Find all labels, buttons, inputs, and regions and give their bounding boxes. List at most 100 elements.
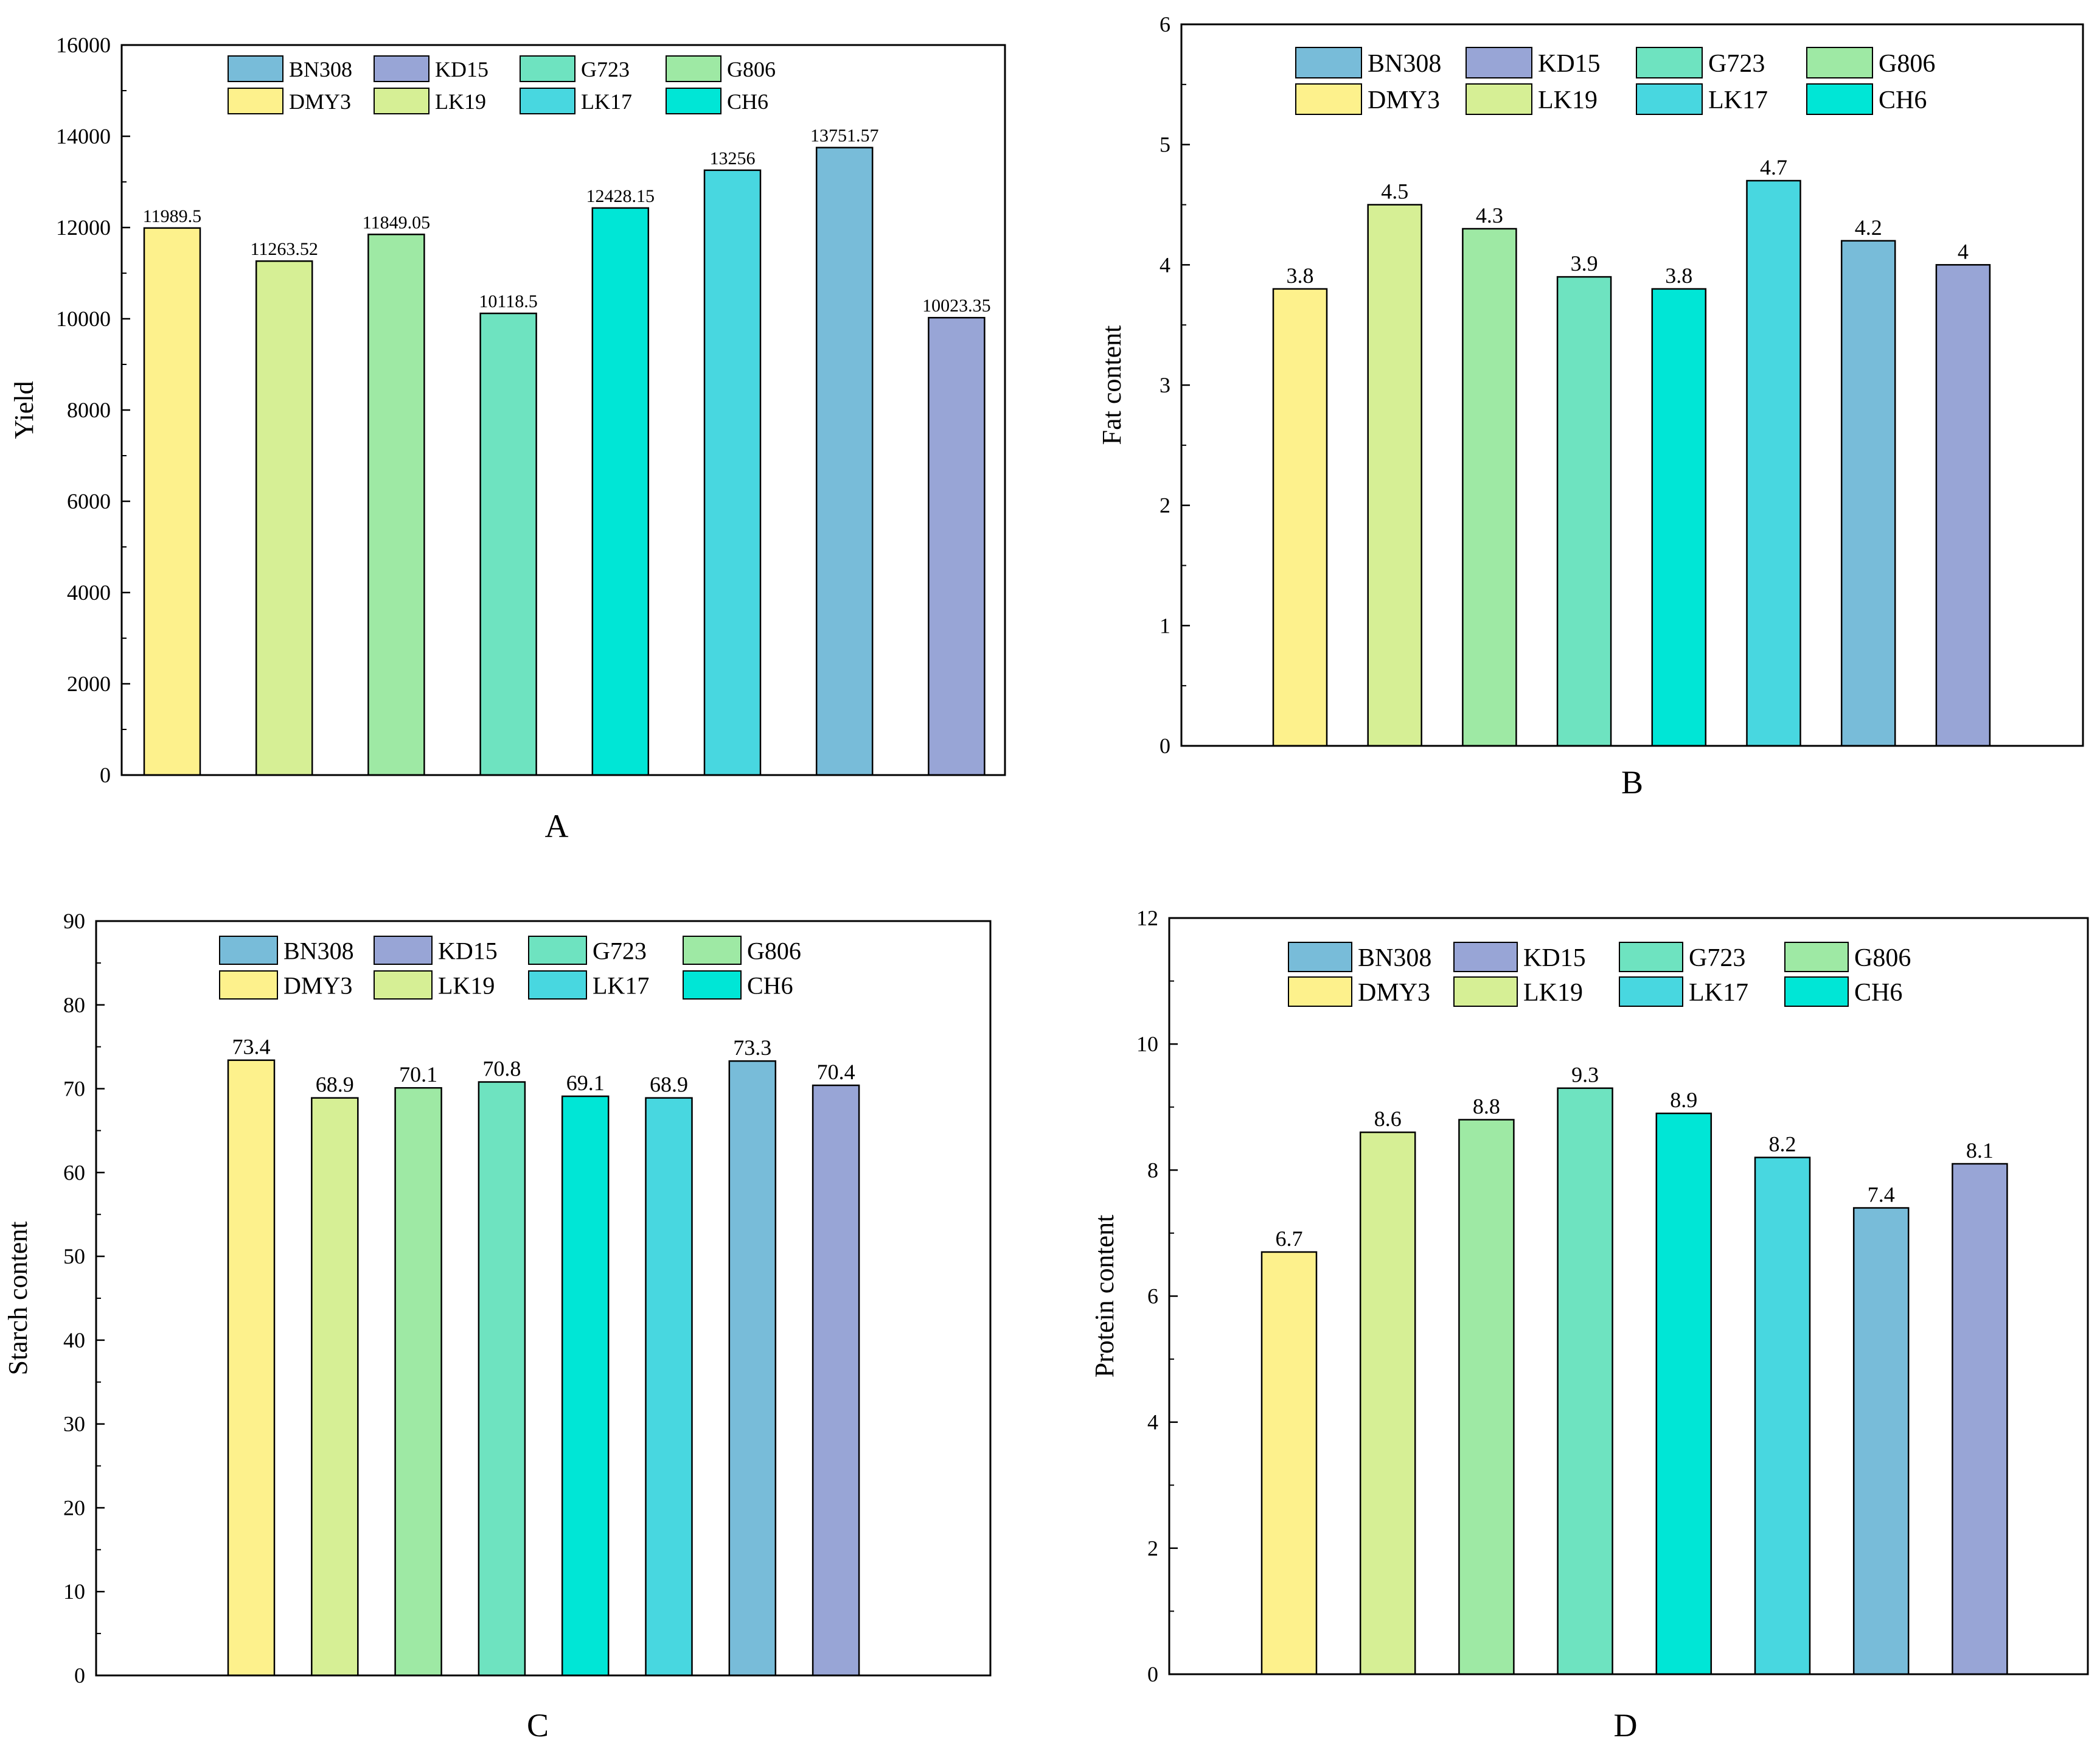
- data-label-kd15: 10023.35: [922, 296, 991, 316]
- legend-label-dmy3: DMY3: [289, 89, 351, 114]
- legend: BN308 KD15 G723 G806 DMY3 LK19 LK17 CH6: [1288, 942, 1911, 1007]
- legend-label-g806: G806: [727, 57, 776, 82]
- legend-swatch-lk17: [1619, 976, 1683, 1007]
- legend: BN308 KD15 G723 G806 DMY3 LK19 LK17 CH6: [228, 55, 776, 114]
- legend: BN308 KD15 G723 G806 DMY3 LK19 LK17 CH6: [1295, 47, 1935, 115]
- legend-label-bn308: BN308: [1368, 50, 1441, 78]
- legend-label-lk17: LK17: [593, 972, 649, 999]
- data-label-lk17: 13256: [710, 148, 756, 169]
- bar-lk17: [645, 1097, 693, 1677]
- bar-kd15: [1935, 264, 1991, 747]
- legend-swatch-lk19: [374, 970, 433, 1000]
- legend-swatch-g723: [528, 936, 587, 965]
- legend-swatch-g723: [520, 55, 575, 82]
- legend-label-lk19: LK19: [1523, 979, 1583, 1007]
- bar-bn308: [728, 1060, 777, 1677]
- legend-label-kd15: KD15: [438, 937, 498, 964]
- bar-ch6: [1651, 288, 1707, 747]
- y-tick-label: 60: [63, 1160, 85, 1184]
- legend-label-g723: G723: [1708, 50, 1765, 78]
- data-label-kd15: 70.4: [817, 1060, 855, 1084]
- data-label-bn308: 7.4: [1868, 1183, 1895, 1207]
- y-axis-title: Starch content: [3, 1222, 33, 1376]
- bar-ch6: [591, 207, 650, 776]
- y-tick-label: 30: [63, 1412, 85, 1436]
- legend-swatch-ch6: [666, 88, 721, 114]
- y-tick-label: 6: [1160, 12, 1170, 37]
- legend-swatch-g806: [666, 55, 721, 82]
- legend-label-ch6: CH6: [1854, 979, 1902, 1007]
- bar-g723: [1557, 1087, 1613, 1675]
- legend-swatch-kd15: [374, 936, 433, 965]
- legend-swatch-dmy3: [1288, 976, 1352, 1007]
- legend-swatch-ch6: [1806, 83, 1873, 115]
- bar-kd15: [928, 316, 986, 776]
- y-tick-label: 8: [1147, 1158, 1158, 1182]
- y-tick-label: 14000: [56, 124, 111, 148]
- legend-label-lk19: LK19: [438, 972, 495, 999]
- panel-label: A: [545, 808, 569, 844]
- bar-lk17: [1754, 1156, 1811, 1675]
- y-tick-label: 2: [1147, 1536, 1158, 1560]
- legend-label-lk19: LK19: [435, 89, 486, 114]
- chart-panel-c: 73.4 68.9 70.1 70.8 69.1 68.9 73.3 70.4 0 10 20 30 4…: [3, 909, 992, 1744]
- data-label-kd15: 4: [1958, 239, 1969, 263]
- bar-lk19: [1367, 204, 1422, 747]
- data-label-g723: 9.3: [1571, 1063, 1599, 1087]
- y-tick-label: 16000: [56, 33, 111, 57]
- panel-label: D: [1614, 1707, 1638, 1744]
- chart-panel-d: 6.7 8.6 8.8 9.3 8.9 8.2 7.4 8.1 0 2 4 6 8 10 12 Protein…: [1090, 906, 2089, 1744]
- data-label-g723: 3.9: [1571, 251, 1598, 276]
- data-label-kd15: 8.1: [1966, 1138, 1994, 1163]
- legend-swatch-lk19: [374, 88, 429, 114]
- y-tick-label: 0: [74, 1663, 85, 1688]
- legend-swatch-ch6: [683, 970, 742, 1000]
- bar-lk19: [255, 260, 313, 776]
- panel-label: C: [527, 1707, 549, 1744]
- bar-ch6: [561, 1095, 610, 1677]
- y-tick-label: 6: [1147, 1284, 1158, 1309]
- bar-lk19: [311, 1097, 359, 1677]
- data-label-g806: 8.8: [1473, 1094, 1500, 1119]
- bar-dmy3: [1260, 1251, 1318, 1675]
- legend-swatch-dmy3: [1295, 83, 1362, 115]
- legend-swatch-g723: [1619, 942, 1683, 972]
- bar-bn308: [1852, 1207, 1910, 1675]
- legend-label-g806: G806: [1854, 944, 1911, 972]
- legend-swatch-lk17: [528, 970, 587, 1000]
- data-label-g806: 70.1: [399, 1062, 437, 1087]
- y-tick-label: 10: [1136, 1032, 1158, 1056]
- y-tick-label: 2: [1160, 493, 1170, 518]
- bar-bn308: [815, 147, 874, 776]
- legend-label-lk17: LK17: [581, 89, 632, 114]
- y-axis-title: Protein content: [1090, 1215, 1119, 1378]
- bar-lk17: [703, 169, 762, 776]
- data-label-g806: 4.3: [1476, 203, 1503, 228]
- legend-swatch-kd15: [1453, 942, 1518, 972]
- y-tick-label: 40: [63, 1328, 85, 1352]
- legend-swatch-g723: [1636, 47, 1703, 78]
- y-tick-label: 4: [1160, 252, 1170, 277]
- data-label-dmy3: 73.4: [232, 1035, 271, 1059]
- legend-swatch-dmy3: [228, 88, 283, 114]
- data-label-dmy3: 11989.5: [143, 206, 201, 226]
- legend-swatch-bn308: [228, 55, 283, 82]
- y-tick-label: 0: [1160, 734, 1170, 758]
- legend-swatch-kd15: [1465, 47, 1532, 78]
- bar-ch6: [1655, 1112, 1712, 1675]
- legend-label-lk19: LK19: [1538, 86, 1598, 114]
- bar-lk17: [1746, 179, 1801, 747]
- y-tick-label: 20: [63, 1495, 85, 1520]
- legend-label-dmy3: DMY3: [1358, 979, 1430, 1007]
- bar-g806: [1462, 228, 1517, 747]
- legend-swatch-bn308: [219, 936, 278, 965]
- y-tick-label: 4: [1147, 1410, 1158, 1435]
- legend-label-g723: G723: [581, 57, 630, 82]
- data-label-bn308: 13751.57: [810, 126, 879, 146]
- legend-swatch-lk17: [520, 88, 575, 114]
- legend-swatch-g806: [1806, 47, 1873, 78]
- data-label-lk17: 68.9: [650, 1073, 688, 1097]
- data-label-lk19: 8.6: [1374, 1107, 1402, 1131]
- data-label-ch6: 8.9: [1670, 1088, 1697, 1112]
